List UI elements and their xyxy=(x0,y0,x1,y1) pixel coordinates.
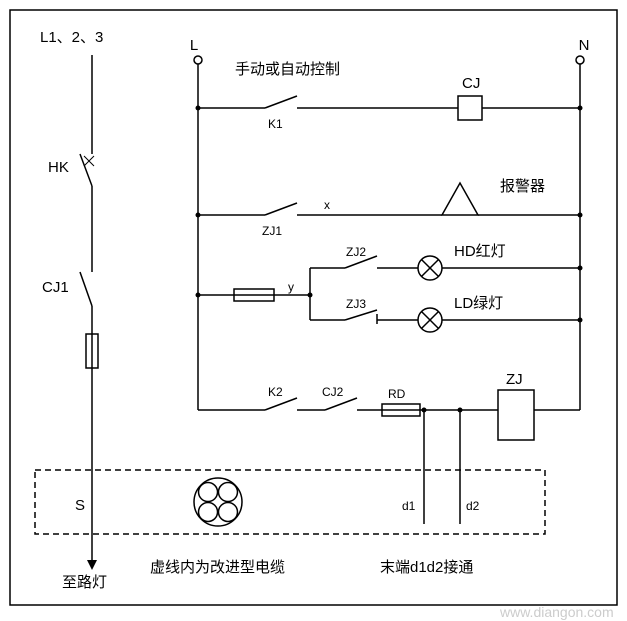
contact-CJ1 xyxy=(80,272,92,306)
label-y: y xyxy=(288,280,294,294)
label-auto: 手动或自动控制 xyxy=(235,61,340,78)
label-K1: K1 xyxy=(268,117,283,131)
label-CJ1: CJ1 xyxy=(42,279,69,296)
cable-core-3 xyxy=(218,502,237,521)
label-N: N xyxy=(579,37,590,54)
circuit-diagram: L1、2、3 L N HK CJ1 至路灯 手动或自动控制 K1 CJ ZJ1 x 报警器 y ZJ2 HD… xyxy=(0,0,627,621)
label-to-lamp: 至路灯 xyxy=(62,574,107,591)
contact-ZJ3 xyxy=(345,310,377,320)
label-K2: K2 xyxy=(268,385,283,399)
label-cable-note: 虚线内为改进型电缆 xyxy=(150,559,285,576)
label-RD: RD xyxy=(388,387,406,401)
switch-K1 xyxy=(265,96,297,108)
arrow-to-lamp xyxy=(87,560,97,570)
label-LD: LD绿灯 xyxy=(454,295,503,312)
label-ZJ1: ZJ1 xyxy=(262,224,282,238)
contact-CJ2 xyxy=(325,398,357,410)
switch-K2 xyxy=(265,398,297,410)
alarm xyxy=(442,183,478,215)
label-S: S xyxy=(75,497,85,514)
label-x: x xyxy=(324,198,330,212)
label-ZJ3: ZJ3 xyxy=(346,297,366,311)
label-phase: L1、2、3 xyxy=(40,29,103,46)
junction xyxy=(578,318,583,323)
label-HD: HD红灯 xyxy=(454,243,506,260)
label-end-note: 末端d1d2接通 xyxy=(380,559,473,576)
coil-CJ xyxy=(458,96,482,120)
label-alarm: 报警器 xyxy=(500,178,545,195)
border xyxy=(10,10,617,605)
watermark: www.diangon.com xyxy=(499,604,614,620)
terminal-L xyxy=(194,56,202,64)
terminal-N xyxy=(576,56,584,64)
cable-core-2 xyxy=(199,502,218,521)
label-d1: d1 xyxy=(402,499,416,513)
label-ZJ2: ZJ2 xyxy=(346,245,366,259)
label-ZJ: ZJ xyxy=(506,371,523,388)
switch-HK xyxy=(80,154,92,186)
label-d2: d2 xyxy=(466,499,480,513)
cable-core-0 xyxy=(199,483,218,502)
junction xyxy=(578,266,583,271)
cable-core-1 xyxy=(218,483,237,502)
contact-ZJ1 xyxy=(265,203,297,215)
label-CJ: CJ xyxy=(462,75,480,92)
junction xyxy=(458,408,463,413)
label-CJ2: CJ2 xyxy=(322,385,344,399)
label-L: L xyxy=(190,37,198,54)
label-HK: HK xyxy=(48,159,69,176)
coil-ZJ xyxy=(498,390,534,440)
